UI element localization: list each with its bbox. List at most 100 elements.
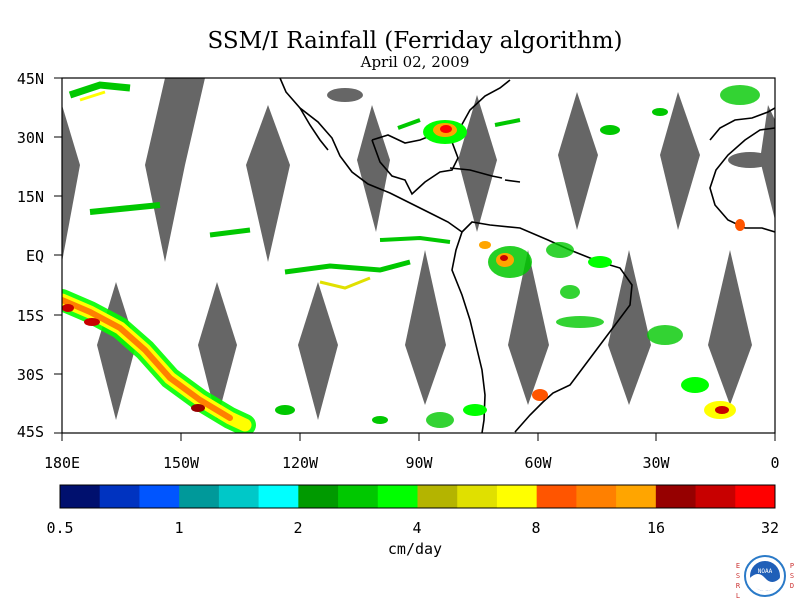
longitude-labels: 180E 150W 120W 90W 60W 30W 0 <box>44 454 780 472</box>
colorbar-segment <box>179 485 220 508</box>
colorbar-segment <box>99 485 140 508</box>
rain-cluster <box>600 125 620 135</box>
swath-gap <box>198 282 237 420</box>
rain-band <box>62 297 233 421</box>
rain-cluster <box>588 256 612 268</box>
lat-label: 45S <box>17 423 44 441</box>
logo-letter: E <box>736 562 740 570</box>
rain-core <box>84 318 100 326</box>
swath-gap <box>558 92 598 230</box>
logo-letter: L <box>736 592 740 600</box>
lon-label: 120W <box>282 454 319 472</box>
esrl-letters: E S R L P S D <box>736 562 794 600</box>
lat-label: 15S <box>17 307 44 325</box>
rain-cluster <box>735 219 745 231</box>
amazon-convection <box>479 241 612 328</box>
rain-band <box>284 259 411 275</box>
swath-gap <box>298 282 338 420</box>
swath-gap <box>62 105 80 262</box>
swath-gap <box>660 92 700 230</box>
swath-gap <box>608 250 651 405</box>
no-data-swaths <box>62 78 775 420</box>
rain-core <box>440 125 452 133</box>
rain-band <box>397 118 421 130</box>
land-no-data <box>327 88 363 102</box>
rain-core <box>500 255 508 261</box>
lat-label: 15N <box>17 188 44 206</box>
logo-letter: S <box>790 572 794 580</box>
colorbar-tick-label: 8 <box>531 519 540 537</box>
rain-core <box>715 406 729 414</box>
lat-label: 45N <box>17 70 44 88</box>
noaa-bird-icon <box>750 574 780 591</box>
lon-label: 0 <box>770 454 779 472</box>
baja-california <box>299 107 329 151</box>
noaa-esrl-logo: E S R L P S D NOAA <box>736 555 794 600</box>
colorbar-segment <box>536 485 577 508</box>
rain-cluster <box>426 412 454 428</box>
colorbar-segment <box>695 485 736 508</box>
colorbar-tick-label: 0.5 <box>46 519 73 537</box>
colorbar-segment <box>735 485 776 508</box>
colorbar <box>60 485 776 508</box>
colorbar-segment <box>496 485 538 508</box>
lon-label: 60W <box>524 454 552 472</box>
lat-label: 30N <box>17 129 44 147</box>
colorbar-frame <box>59 484 776 509</box>
colorbar-segment <box>457 485 498 508</box>
colorbar-labels: 0.5 1 2 4 8 16 32 <box>46 519 779 537</box>
rain-cluster <box>463 404 487 416</box>
land-no-data <box>728 152 772 168</box>
logo-letter: D <box>790 582 794 590</box>
colorbar-tick-label: 32 <box>761 519 779 537</box>
cuba <box>449 167 503 179</box>
rain-cluster <box>372 416 388 424</box>
rain-core <box>191 404 205 412</box>
rain-band <box>68 81 131 99</box>
logo-letter: S <box>736 572 740 580</box>
rain-band <box>209 227 251 238</box>
lon-label: 150W <box>163 454 200 472</box>
coastlines <box>279 78 775 433</box>
colorbar-tick-label: 4 <box>412 519 421 537</box>
rain-cluster <box>681 377 709 393</box>
hispaniola <box>504 179 521 183</box>
colorbar-tick-label: 2 <box>293 519 302 537</box>
swath-gap <box>708 250 752 405</box>
colorbar-units: cm/day <box>387 540 443 558</box>
rain-cluster <box>652 108 668 116</box>
lat-label: 30S <box>17 366 44 384</box>
rain-band <box>494 118 521 127</box>
colorbar-segment <box>655 485 697 508</box>
rain-cluster <box>275 405 295 415</box>
logo-letter: R <box>736 582 741 590</box>
colorbar-segment <box>60 485 101 508</box>
latitude-labels: 45N 30N 15N EQ 15S 30S 45S <box>17 70 44 441</box>
logo-letter: P <box>790 562 794 570</box>
rain-cluster <box>647 325 683 345</box>
rain-cluster <box>479 241 491 249</box>
rainfall-patches <box>62 81 760 433</box>
colorbar-tick-label: 16 <box>647 519 665 537</box>
lat-label: EQ <box>26 247 44 265</box>
map-title: SSM/I Rainfall (Ferriday algorithm) <box>207 28 623 54</box>
colorbar-segment <box>338 485 379 508</box>
colorbar-segment <box>576 485 617 508</box>
rain-band <box>379 235 451 244</box>
rain-core <box>62 304 74 312</box>
map-date: April 02, 2009 <box>360 53 470 71</box>
africa-coast <box>709 127 775 233</box>
colorbar-segment <box>616 485 657 508</box>
swath-gap <box>405 250 446 405</box>
colorbar-segment <box>377 485 418 508</box>
swath-gap <box>508 250 549 405</box>
colorbar-segment <box>298 485 339 508</box>
lon-label: 180E <box>44 454 80 472</box>
rain-cluster <box>532 389 548 401</box>
rain-band <box>89 202 161 215</box>
iberia-coast <box>709 107 775 141</box>
lon-label: 30W <box>642 454 670 472</box>
colorbar-segment <box>139 485 180 508</box>
axis-ticks <box>54 77 776 441</box>
gulf-coast <box>371 131 459 196</box>
